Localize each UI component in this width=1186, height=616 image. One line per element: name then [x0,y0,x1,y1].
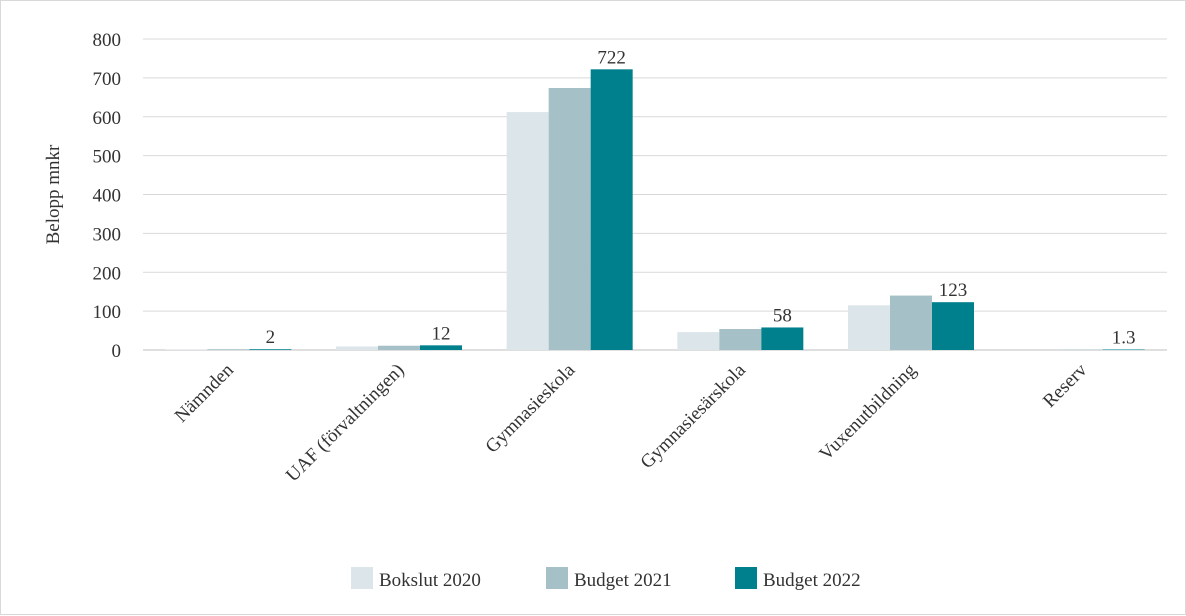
legend-label: Bokslut 2020 [379,570,481,591]
y-tick-label: 300 [93,224,122,245]
y-tick-label: 100 [93,302,122,323]
legend-label: Budget 2022 [763,570,861,591]
bar [848,305,890,350]
bar [932,302,974,350]
bar [761,327,803,350]
bar [336,347,378,350]
category-label: UAF (förvaltningen) [282,360,408,486]
bar [1061,349,1103,350]
bar [1103,349,1145,350]
data-label: 123 [939,280,968,301]
bar [719,329,761,350]
y-tick-label: 500 [93,147,122,168]
y-tick-label: 200 [93,263,122,284]
data-label: 722 [597,47,626,68]
bar [420,345,462,350]
bar [207,349,249,350]
category-label: Gymnasieskola [482,359,580,457]
data-label: 58 [773,305,792,326]
data-label: 1.3 [1112,327,1136,348]
y-tick-label: 700 [93,69,122,90]
category-label: Vuxenutbildning [815,359,920,464]
category-label: Gymnasiesärskola [637,359,751,473]
bar [507,112,549,350]
bar [549,88,591,350]
y-tick-label: 800 [93,30,122,51]
y-tick-label: 400 [93,186,122,207]
y-axis-title: Belopp mnkr [43,144,64,244]
y-tick-label: 600 [93,108,122,129]
y-tick-label: 0 [112,341,122,362]
bar [677,332,719,350]
category-label: Reserv [1039,359,1092,412]
category-label: Nämnden [171,359,238,426]
bar [249,349,291,350]
bar [378,346,420,350]
legend-swatch [351,567,373,589]
legend-swatch [546,567,568,589]
data-label: 12 [432,323,451,344]
bar [890,296,932,350]
data-label: 2 [266,327,276,348]
legend-swatch [735,567,757,589]
bar [591,69,633,350]
legend-label: Budget 2021 [574,570,672,591]
